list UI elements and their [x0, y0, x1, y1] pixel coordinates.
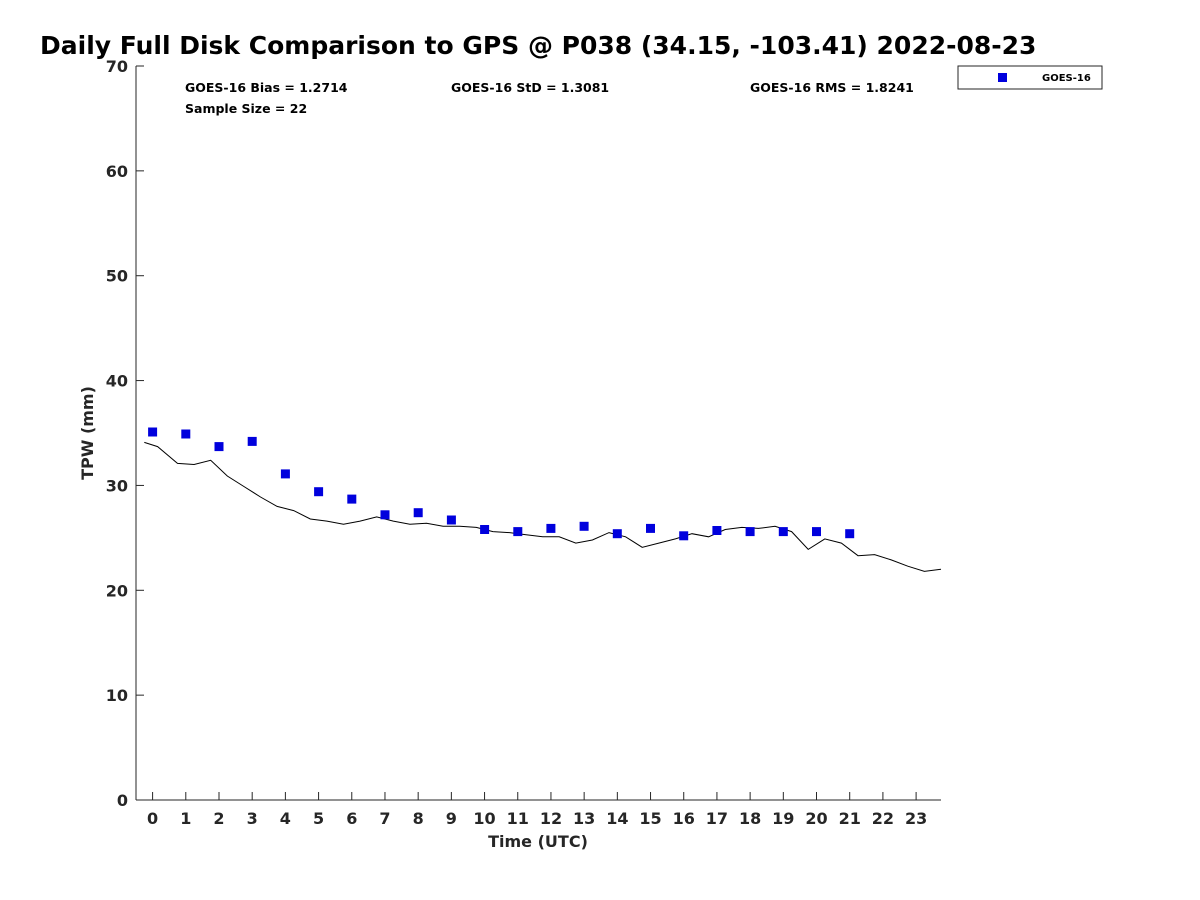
goes-16-point [380, 510, 390, 520]
x-tick-label: 11 [507, 809, 529, 828]
y-tick-label: 60 [106, 162, 128, 181]
goes-16-point [513, 527, 523, 537]
x-tick-label: 14 [606, 809, 628, 828]
x-tick-label: 8 [413, 809, 424, 828]
y-tick-label: 30 [106, 476, 128, 495]
x-tick-label: 6 [346, 809, 357, 828]
goes-16-point [347, 494, 357, 504]
x-ticks: 0 1 2 3 4 5 6 7 8 9 10 11 12 13 14 15 16 17 18 19 20 21 22 23 [147, 792, 927, 828]
y-tick-label: 10 [106, 686, 128, 705]
goes-16-point [446, 515, 456, 525]
legend-box [957, 65, 1103, 90]
x-tick-label: 23 [905, 809, 927, 828]
x-tick-label: 16 [673, 809, 695, 828]
x-tick-label: 9 [446, 809, 457, 828]
goes-16-point [778, 527, 788, 537]
goes-16-point [612, 529, 622, 539]
goes-16-point [845, 529, 855, 539]
bias-stat: GOES-16 Bias = 1.2714 [185, 80, 348, 95]
x-tick-label: 21 [839, 809, 861, 828]
gps-series-line [144, 441, 942, 572]
x-axis-label: Time (UTC) [488, 832, 588, 851]
goes-16-point [413, 508, 423, 518]
x-tick-label: 20 [805, 809, 827, 828]
x-tick-label: 1 [180, 809, 191, 828]
goes-16-point [646, 523, 655, 533]
goes-16-point [579, 521, 589, 531]
chart-title: Daily Full Disk Comparison to GPS @ P038… [40, 31, 1036, 60]
x-tick-label: 13 [573, 809, 595, 828]
x-tick-label: 15 [639, 809, 661, 828]
goes-16-point [712, 526, 722, 535]
legend-label-goes-16: GOES-16 [1042, 73, 1091, 84]
y-tick-label: 40 [106, 372, 128, 391]
x-tick-label: 10 [473, 809, 495, 828]
goes-16-point [546, 523, 556, 533]
rms-stat: GOES-16 RMS = 1.8241 [750, 80, 914, 95]
x-tick-label: 3 [247, 809, 258, 828]
y-tick-label: 70 [106, 57, 128, 76]
goes-16-point [745, 527, 755, 537]
std-stat: GOES-16 StD = 1.3081 [451, 80, 609, 95]
legend: GOES-16 [957, 65, 1103, 90]
goes-16-point [812, 527, 821, 537]
legend-marker [998, 73, 1007, 82]
goes-16-point [314, 487, 324, 497]
y-tick-label: 20 [106, 581, 128, 600]
y-axis-label: TPW (mm) [78, 386, 97, 480]
x-tick-label: 12 [540, 809, 562, 828]
x-tick-label: 2 [213, 809, 224, 828]
x-tick-label: 5 [313, 809, 324, 828]
y-tick-label: 0 [117, 791, 128, 810]
x-tick-label: 18 [739, 809, 761, 828]
x-tick-label: 0 [147, 809, 158, 828]
goes-16-point [181, 429, 191, 439]
goes-16-point [280, 469, 290, 479]
x-tick-label: 4 [280, 809, 291, 828]
x-tick-label: 22 [872, 809, 894, 828]
sample-size-stat: Sample Size = 22 [185, 101, 307, 116]
y-tick-label: 50 [106, 267, 128, 286]
x-tick-label: 17 [706, 809, 728, 828]
goes-16-series [148, 427, 855, 541]
y-ticks: 0 10 20 30 40 50 60 70 [106, 57, 144, 810]
x-tick-label: 7 [379, 809, 390, 828]
goes-16-point [247, 436, 257, 446]
plot-frame [135, 66, 941, 801]
goes-16-point [679, 531, 689, 541]
goes-16-point [148, 427, 158, 437]
x-tick-label: 19 [772, 809, 794, 828]
goes-16-point [214, 442, 224, 452]
goes-16-point [480, 525, 490, 534]
